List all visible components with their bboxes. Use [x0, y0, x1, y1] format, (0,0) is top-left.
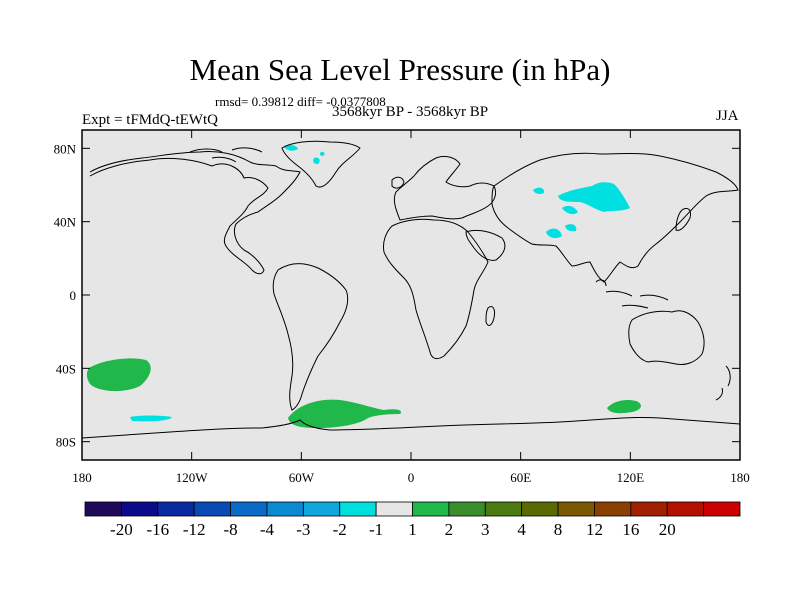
anomaly-central-asia: [558, 182, 630, 212]
coast-asia: [491, 152, 739, 283]
anomaly-greenland: [284, 145, 298, 151]
colorbar-swatch: [375, 501, 413, 517]
lon-tick-label: 60E: [510, 470, 531, 485]
colorbar-label: 16: [622, 520, 639, 539]
colorbar-label: 2: [445, 520, 454, 539]
colorbar-swatch: [84, 501, 122, 517]
coast-greenland: [281, 140, 361, 188]
anomaly-east-antarctic-coast: [607, 399, 641, 414]
lat-tick-label: 80N: [54, 141, 77, 156]
colorbar-swatch: [412, 501, 450, 517]
colorbar-swatch: [703, 501, 741, 517]
coast-arabia: [465, 229, 506, 261]
colorbar-swatch: [339, 501, 377, 517]
colorbar-swatch: [157, 501, 195, 517]
lon-tick-label: 120W: [176, 470, 209, 485]
colorbar-label: -20: [110, 520, 133, 539]
colorbar-label: 20: [659, 520, 676, 539]
anomaly-south-pacific-small: [130, 415, 172, 422]
anomaly-tibet: [546, 228, 562, 239]
colorbar-swatch: [630, 501, 668, 517]
colorbar-label: -3: [296, 520, 310, 539]
anomaly-central-asia-2: [562, 205, 578, 215]
coast-south-america: [272, 263, 349, 411]
colorbar-label: 12: [586, 520, 603, 539]
experiment-label: Expt = tFMdQ-tEWtQ: [82, 112, 218, 128]
coast-indonesia: [595, 279, 669, 309]
map-panel: 80N 40N 0 40S 80S 180 120W 60W 0 60E 120E 180: [54, 129, 750, 485]
coast-new-zealand: [715, 365, 731, 401]
anomaly-antarctic-peninsula: [288, 399, 402, 428]
season-label: JJA: [716, 108, 739, 124]
colorbar-label: 1: [408, 520, 417, 539]
colorbar-label: 8: [554, 520, 563, 539]
coast-australia: [628, 310, 705, 365]
lon-tick-label: 0: [408, 470, 415, 485]
colorbar-swatch: [448, 501, 486, 517]
lon-tick-label: 120E: [617, 470, 645, 485]
colorbar-swatch: [193, 501, 231, 517]
anomaly-layer: [86, 145, 641, 428]
coast-uk: [391, 176, 405, 189]
colorbar-label: -8: [223, 520, 237, 539]
colorbar-swatch: [557, 501, 595, 517]
colorbar-label: -1: [369, 520, 383, 539]
anomaly-greenland-3: [319, 151, 325, 156]
coast-africa: [383, 218, 489, 360]
coast-japan: [675, 207, 691, 231]
lon-tick-label: 180: [72, 470, 92, 485]
colorbar-swatch: [484, 501, 523, 517]
coast-arctic-islands: [189, 147, 263, 163]
lat-tick-label: 80S: [56, 435, 76, 450]
anomaly-greenland-2: [313, 157, 320, 164]
anomaly-western-asia: [533, 187, 545, 194]
lat-tick-label: 40S: [56, 361, 76, 376]
colorbar-swatch: [230, 501, 268, 517]
period-label: 3568kyr BP - 3568kyr BP: [331, 104, 489, 120]
colorbar-swatch: [521, 501, 559, 517]
coast-madagascar: [485, 305, 495, 326]
lon-tick-label: 180: [730, 470, 750, 485]
map-title: Mean Sea Level Pressure (in hPa): [189, 52, 611, 87]
coastline-layer: [81, 140, 741, 439]
anomaly-tibet-2: [565, 224, 577, 232]
colorbar-label: 3: [481, 520, 490, 539]
colorbar: -20 -16 -12 -8 -4 -3 -2 -1 1 2 3 4 8 12 16 20: [84, 501, 741, 539]
anomaly-north-pacific-south: [86, 358, 151, 392]
lat-tick-label: 0: [70, 288, 77, 303]
coast-europe: [393, 155, 497, 221]
coast-antarctica: [81, 416, 741, 439]
colorbar-label: -2: [333, 520, 347, 539]
latitude-axis: 80N 40N 0 40S 80S: [54, 141, 740, 450]
longitude-axis: 180 120W 60W 0 60E 120E 180: [72, 130, 750, 485]
colorbar-swatch: [302, 501, 341, 517]
colorbar-swatch: [594, 501, 632, 517]
colorbar-swatch: [266, 501, 304, 517]
coast-north-america: [89, 151, 301, 275]
colorbar-label: -16: [146, 520, 169, 539]
colorbar-label: 4: [517, 520, 526, 539]
stats-subtitle: rmsd= 0.39812 diff= -0.0377808: [215, 94, 386, 109]
colorbar-label: -12: [183, 520, 206, 539]
colorbar-swatch: [666, 501, 705, 517]
lon-tick-label: 60W: [289, 470, 315, 485]
colorbar-swatch: [120, 501, 159, 517]
colorbar-label: -4: [260, 520, 275, 539]
lat-tick-label: 40N: [54, 215, 77, 230]
